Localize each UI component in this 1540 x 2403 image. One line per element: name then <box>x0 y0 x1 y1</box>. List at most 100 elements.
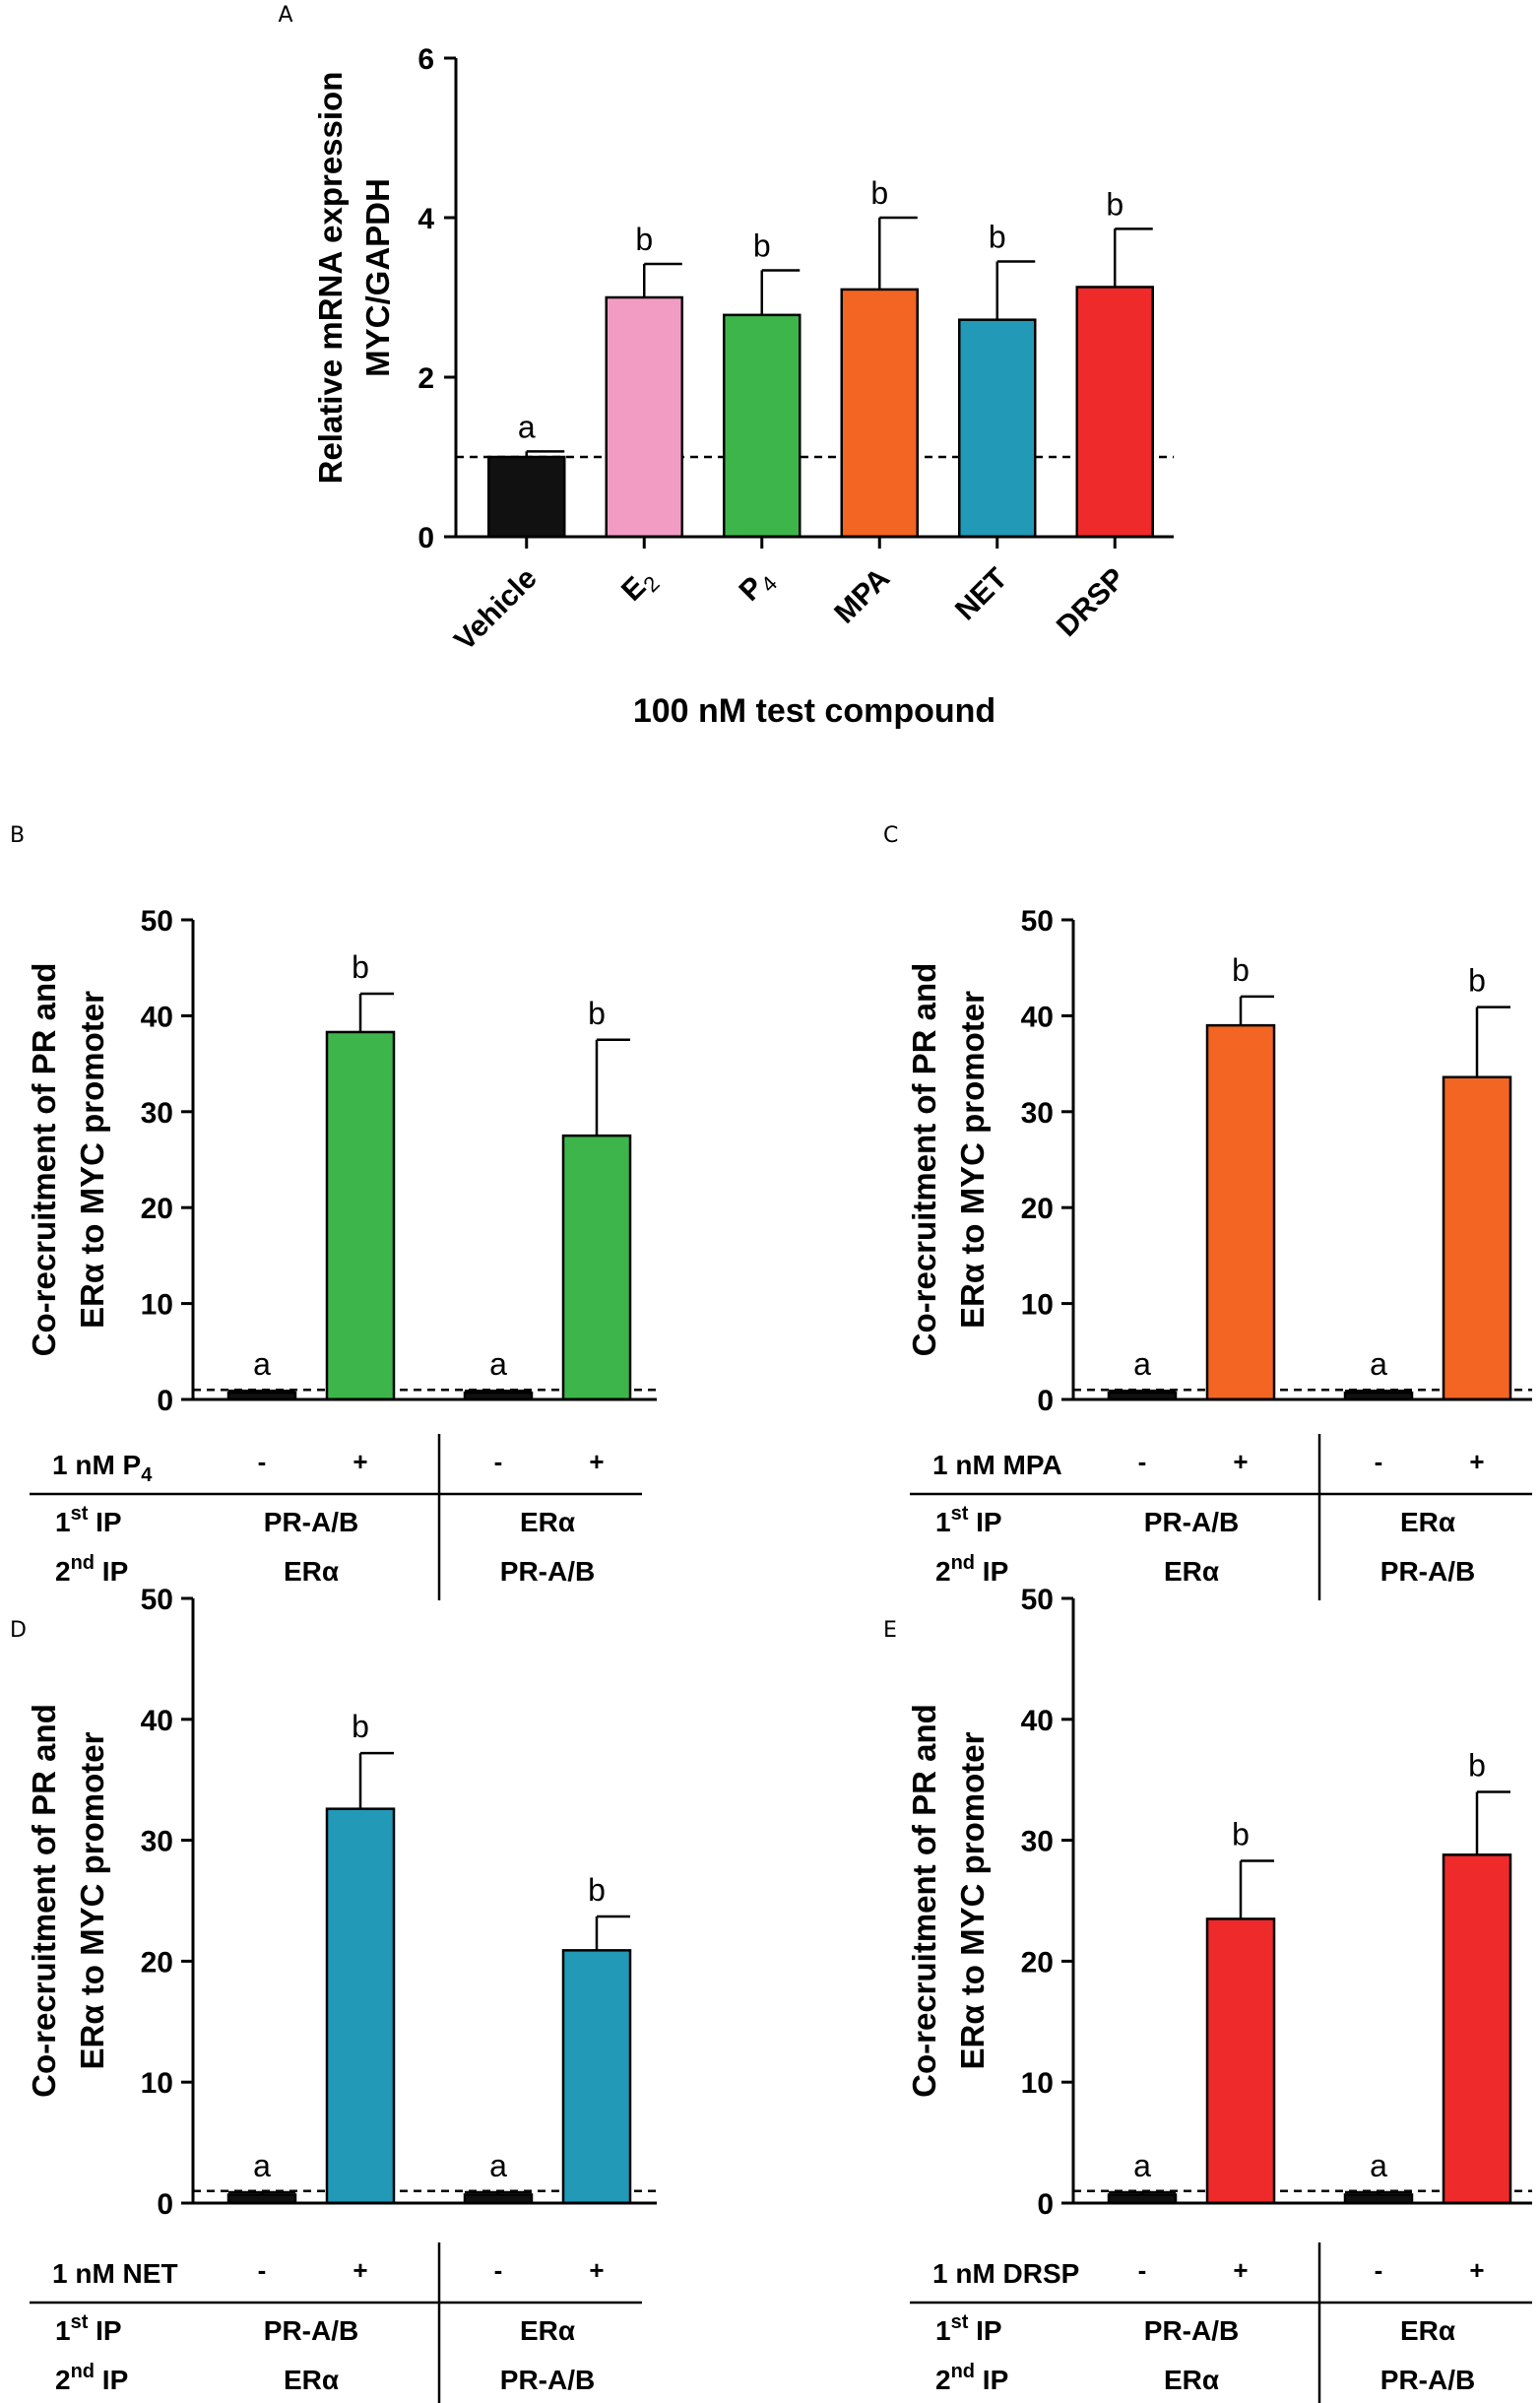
treatment-sign: - <box>1375 1447 1383 1476</box>
significance-label: b <box>989 220 1006 255</box>
significance-label: b <box>352 949 369 985</box>
y-tick-label: 0 <box>157 2188 173 2221</box>
second-ip-sup: nd <box>71 1552 95 1574</box>
bar <box>1205 1023 1276 1401</box>
x-tick-label-subscript: 4 <box>756 571 782 597</box>
treatment-sign: + <box>353 2255 367 2285</box>
first-ip-value: ERα <box>520 2315 575 2346</box>
panel-e: Ea - b + a - b +0 10 20 30 40 50 Co-recruitment of PR… <box>883 1584 1532 2403</box>
y-tick-label: 30 <box>1021 1826 1054 1858</box>
first-ip-text: IP <box>968 1507 1001 1537</box>
second-ip-value: ERα <box>1164 2365 1219 2395</box>
first-ip-value: PR-A/B <box>264 1507 358 1537</box>
treatment-label: 1 nM MPA <box>932 1450 1062 1480</box>
first-ip-label: 1st IP <box>935 1503 1002 1537</box>
treatment-sign: - <box>258 2255 267 2285</box>
y-tick-label: 40 <box>1021 1705 1054 1737</box>
treatment-sign: - <box>1138 1447 1147 1476</box>
treatment-label-subscript: 4 <box>141 1464 153 1486</box>
x-tick-label: Vehicle <box>448 562 543 657</box>
first-ip-value: PR-A/B <box>264 2315 358 2346</box>
second-ip-text: IP <box>975 1556 1008 1587</box>
bar <box>325 1030 396 1401</box>
first-ip-label: 1st IP <box>55 2311 122 2346</box>
y-tick-label: 0 <box>157 1385 173 1417</box>
second-ip-label: 2nd IP <box>935 1552 1008 1587</box>
first-ip-value: ERα <box>1400 2315 1455 2346</box>
treatment-sign: + <box>1233 1447 1248 1476</box>
second-ip-text: IP <box>975 2365 1008 2395</box>
significance-label: b <box>1468 963 1486 999</box>
second-ip-sup: nd <box>951 2361 975 2382</box>
first-ip-value: PR-A/B <box>1144 1507 1239 1537</box>
bar <box>723 313 802 539</box>
bar <box>325 1807 396 2205</box>
treatment-label: 1 nM P4 <box>52 1450 153 1486</box>
x-tick-label: NET <box>949 562 1014 627</box>
y-tick-label: 50 <box>141 905 173 938</box>
bar <box>561 1134 632 1401</box>
y-tick-label: 6 <box>417 43 434 76</box>
significance-label: a <box>253 1346 271 1382</box>
y-tick-label: 0 <box>417 522 434 554</box>
first-ip-sup: st <box>71 1503 89 1525</box>
treatment-label: 1 nM DRSP <box>932 2258 1079 2289</box>
y-tick-label: 20 <box>141 1946 173 1979</box>
panel-a: Aa Vehicle b E2 b P4 b MPA b NET b DRSP 0 2 4 6 Relative… <box>278 3 1174 730</box>
y-tick-label: 2 <box>417 362 434 395</box>
significance-label: a <box>518 409 536 444</box>
y-tick-label: 30 <box>1021 1097 1054 1130</box>
treatment-label: 1 nM NET <box>52 2258 178 2289</box>
second-ip-value: PR-A/B <box>1380 1556 1475 1587</box>
panel-label-a: A <box>278 3 292 28</box>
y-axis-title-line2: ERα to MYC promoter <box>74 991 110 1329</box>
treatment-sign: - <box>258 1447 267 1476</box>
treatment-sign: - <box>494 1447 503 1476</box>
y-tick-label: 10 <box>1021 1289 1054 1322</box>
second-ip-value: ERα <box>284 2365 339 2395</box>
significance-label: a <box>1370 2148 1387 2183</box>
y-tick-label: 20 <box>1021 1193 1054 1225</box>
panel-label-b: B <box>10 823 25 848</box>
bar <box>561 1949 632 2205</box>
second-ip-value: PR-A/B <box>500 2365 595 2395</box>
significance-label: a <box>253 2148 271 2183</box>
x-tick-label: MPA <box>828 562 896 630</box>
x-tick-label: P4 <box>734 562 783 612</box>
y-tick-label: 0 <box>1037 1385 1054 1417</box>
significance-label: b <box>635 222 653 257</box>
significance-label: b <box>588 996 606 1031</box>
second-ip-sup: nd <box>951 1552 975 1574</box>
first-ip-value: ERα <box>1400 1507 1455 1537</box>
y-axis-title-line1: Co-recruitment of PR and <box>26 1704 62 2098</box>
first-ip-text: IP <box>88 1507 121 1537</box>
y-axis-title-line1: Co-recruitment of PR and <box>906 1704 942 2098</box>
x-tick-label: E2 <box>615 562 665 612</box>
y-tick-label: 30 <box>141 1826 173 1858</box>
second-ip-label: 2nd IP <box>55 2361 128 2395</box>
y-axis-title-line1: Co-recruitment of PR and <box>26 963 62 1357</box>
y-tick-label: 20 <box>141 1193 173 1225</box>
y-tick-label: 50 <box>141 1584 173 1616</box>
significance-label: b <box>1468 1747 1486 1783</box>
treatment-sign: + <box>1469 2255 1484 2285</box>
treatment-sign: + <box>1233 2255 1248 2285</box>
first-ip-value: ERα <box>520 1507 575 1537</box>
y-tick-label: 10 <box>141 1289 173 1322</box>
y-tick-label: 50 <box>1021 905 1054 938</box>
first-ip-label: 1st IP <box>55 1503 122 1537</box>
y-tick-label: 40 <box>141 1001 173 1033</box>
y-tick-label: 30 <box>141 1097 173 1130</box>
bar <box>1075 286 1154 539</box>
y-tick-label: 4 <box>417 203 434 235</box>
first-ip-text: IP <box>88 2315 121 2346</box>
panel-label-d: D <box>10 1618 27 1643</box>
first-ip-text: IP <box>968 2315 1001 2346</box>
second-ip-label: 2nd IP <box>935 2361 1008 2395</box>
treatment-sign: - <box>494 2255 503 2285</box>
significance-label: a <box>1133 1346 1151 1382</box>
first-ip-value: PR-A/B <box>1144 2315 1239 2346</box>
panel-d: Da - b + a - b +0 10 20 30 40 50 Co-recruitment of PR… <box>10 1584 657 2403</box>
panel-label-e: E <box>883 1618 897 1643</box>
